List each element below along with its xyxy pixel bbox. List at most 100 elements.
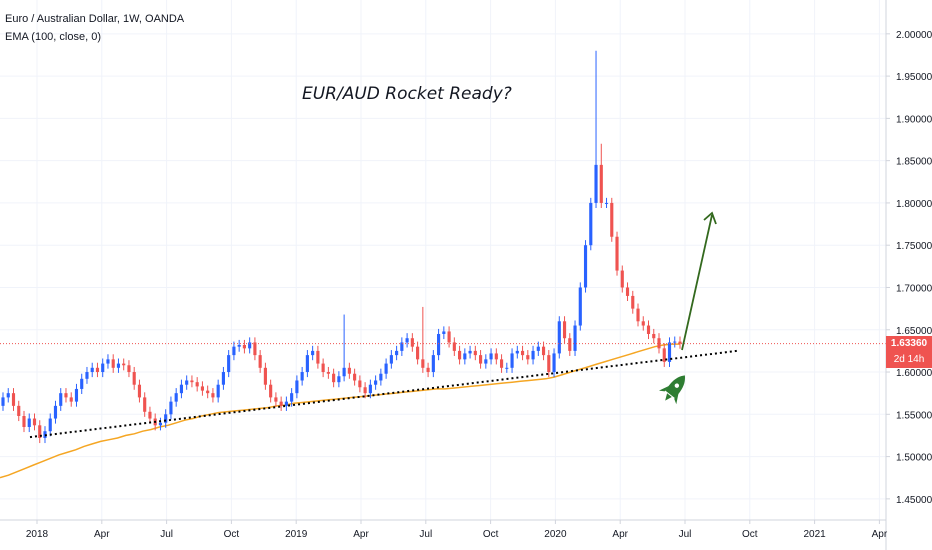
candle-body: [69, 397, 73, 402]
candle-body: [48, 418, 52, 432]
candle-body: [122, 363, 126, 366]
candle-body: [589, 202, 593, 246]
candle-body: [174, 393, 178, 402]
rocket-flame: [665, 393, 672, 401]
candle-body: [143, 397, 147, 412]
candle-body: [206, 390, 210, 394]
candle-body: [389, 355, 393, 364]
candle-body: [667, 342, 672, 362]
candles: [1, 50, 682, 444]
candle-body: [374, 380, 378, 385]
candle-body: [316, 350, 320, 364]
candle-body: [111, 359, 115, 368]
candle-body: [321, 363, 325, 373]
candle-body: [190, 380, 194, 383]
candle-body: [127, 365, 131, 373]
x-tick-label: Jul: [419, 529, 432, 540]
candle-body: [368, 384, 372, 394]
candle-body: [594, 164, 598, 203]
candle-body: [552, 353, 556, 373]
x-tick-label: 2018: [26, 529, 49, 540]
x-tick-label: Apr: [872, 529, 888, 540]
candle-body: [437, 333, 441, 356]
candle-body: [657, 338, 661, 349]
candle-body: [53, 405, 58, 419]
candle-body: [85, 372, 89, 379]
projection-arrow-head: [703, 211, 717, 225]
candle-body: [463, 353, 467, 360]
candle-body: [290, 393, 294, 402]
candle-body: [300, 372, 304, 381]
candle-body: [263, 367, 267, 385]
candle-body: [573, 325, 577, 351]
candle-body: [32, 418, 37, 426]
candle-body: [478, 355, 483, 364]
candle-body: [64, 393, 68, 398]
chart-title[interactable]: Euro / Australian Dollar, 1W, OANDA: [5, 13, 185, 25]
candle-body: [583, 245, 588, 288]
x-axis[interactable]: 2018 Apr Jul Oct 2019 Apr Jul Oct 2020 Apr Jul Oct 2…: [0, 519, 888, 540]
countdown-badge: 2d 14h: [886, 351, 932, 368]
projection-arrow-shaft: [681, 214, 713, 351]
candle-body: [662, 348, 666, 362]
candle-body: [631, 295, 635, 309]
x-tick-label: Apr: [94, 529, 110, 540]
rocket-icon: [658, 375, 686, 405]
x-tick-label: Oct: [742, 529, 758, 540]
rocket-fin-right: [674, 393, 679, 405]
candle-body: [442, 331, 446, 334]
candle-body: [610, 202, 614, 237]
candle-body: [253, 342, 257, 356]
candle-body: [416, 346, 420, 360]
candle-body: [295, 380, 299, 394]
candle-body: [237, 344, 241, 347]
candle-body: [274, 397, 278, 402]
candle-body: [641, 321, 645, 326]
y-tick-label: 1.90000: [896, 114, 932, 125]
candle-body: [195, 382, 199, 387]
candle-body: [185, 380, 189, 385]
rocket-fin-left: [658, 385, 670, 392]
x-tick-label: Jul: [679, 529, 692, 540]
candle-body: [652, 333, 656, 339]
candle-body: [27, 418, 31, 427]
y-tick-label: 1.85000: [896, 157, 932, 168]
candle-body: [169, 401, 173, 415]
candle-body: [421, 359, 425, 368]
annotation-text[interactable]: EUR/AUD Rocket Ready?: [302, 84, 512, 104]
x-tick-label: 2019: [285, 529, 308, 540]
candle-body: [179, 384, 184, 394]
x-tick-label: Apr: [612, 529, 628, 540]
candle-body: [541, 346, 546, 356]
candle-body: [468, 350, 472, 354]
candle-body: [353, 373, 357, 381]
candle-body: [536, 346, 540, 351]
candle-body: [11, 393, 16, 406]
candle-body: [311, 350, 315, 356]
candle-body: [400, 342, 404, 351]
candle-body: [636, 308, 640, 322]
candle-body: [305, 355, 309, 373]
current-price-badge: 1.63360: [886, 335, 932, 352]
candle-body: [59, 393, 63, 406]
y-tick-label: 1.60000: [896, 368, 932, 379]
support-trendline: [29, 349, 738, 439]
y-tick-label: 1.55000: [896, 410, 932, 421]
y-tick-label: 1.70000: [896, 283, 932, 294]
x-tick-label: Jul: [160, 529, 173, 540]
candle-body: [211, 393, 215, 398]
candle-body: [116, 363, 121, 368]
y-axis[interactable]: 2.00000 1.95000 1.90000 1.85000 1.80000 1.750…: [885, 0, 932, 550]
x-tick-label: Oct: [483, 529, 499, 540]
y-tick-label: 1.45000: [896, 495, 932, 506]
candle-body: [568, 338, 572, 351]
candle-body: [221, 372, 225, 385]
indicator-label[interactable]: EMA (100, close, 0): [5, 31, 101, 43]
candle-body: [227, 355, 231, 373]
candle-body: [90, 367, 94, 373]
candle-body: [431, 355, 435, 373]
candle-body: [484, 359, 488, 364]
rocket-window: [674, 383, 680, 388]
candle-body: [615, 236, 619, 271]
